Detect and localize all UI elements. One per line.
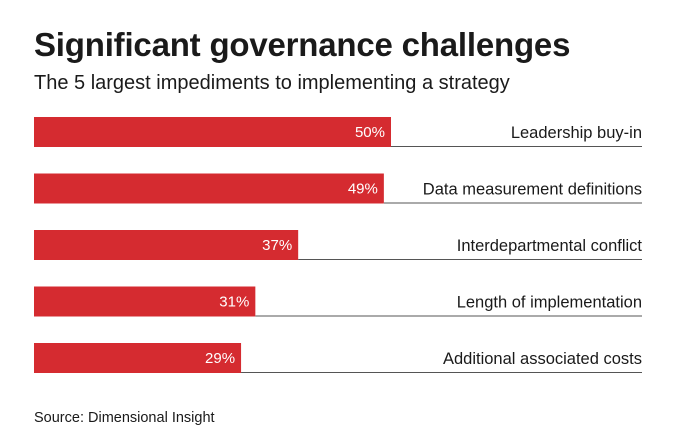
data-label: 37% — [262, 237, 292, 254]
bar — [34, 117, 391, 147]
source-note: Source: Dimensional Insight — [34, 410, 215, 426]
bar — [34, 286, 256, 317]
data-label: 29% — [205, 350, 235, 367]
category-label: Data measurement definitions — [423, 181, 642, 199]
chart-subtitle: The 5 largest impediments to implementin… — [34, 72, 510, 94]
category-label: Interdepartmental conflict — [457, 237, 643, 255]
bar — [34, 343, 242, 373]
category-label: Additional associated costs — [443, 350, 642, 368]
category-label: Length of implementation — [457, 294, 642, 312]
chart-title: Significant governance challenges — [34, 26, 571, 63]
bar — [34, 173, 384, 204]
data-label: 49% — [348, 181, 378, 198]
data-label: 31% — [219, 294, 249, 311]
data-label: 50% — [355, 124, 385, 141]
bar — [34, 230, 299, 260]
category-label: Leadership buy-in — [511, 124, 642, 142]
